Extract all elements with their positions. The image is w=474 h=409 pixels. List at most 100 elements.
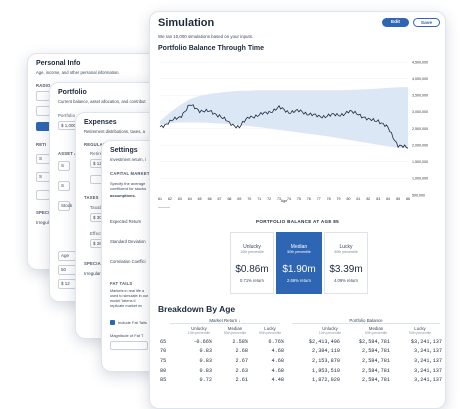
- x-tick-label: 72: [267, 197, 271, 201]
- x-tick-label: 67: [218, 197, 222, 201]
- lucky-value: $3.39m: [329, 264, 363, 275]
- median-label: Median: [290, 244, 308, 250]
- edit-button[interactable]: Edit: [382, 18, 409, 27]
- balance-cell: $2,584,781: [358, 338, 390, 345]
- x-tick-label: 83: [376, 197, 380, 201]
- allocation-field-2[interactable]: S: [58, 181, 70, 191]
- retire-label: Retire: [90, 151, 103, 156]
- col-lucky-balance: Lucky 90th percentile: [408, 326, 432, 335]
- col-median-balance: Median 50th percentile: [364, 326, 388, 335]
- capital-market-body: Specify the average coefficient for stoc…: [110, 181, 147, 191]
- return-cell: 6.76%: [268, 338, 284, 345]
- balance-cell: 3,241,137: [413, 377, 442, 384]
- x-tick-label: 71: [257, 197, 261, 201]
- breakdown-table: 65 -0.66% 2.58% 6.76% $2,413,406 $2,584,…: [156, 337, 442, 385]
- return-cell: 0.72: [199, 377, 212, 384]
- y-tick-label: 1,000,000: [412, 177, 428, 181]
- x-tick-label: 81: [356, 197, 360, 201]
- retirement-label: RETI: [36, 142, 47, 147]
- irregular-label: Irregular: [36, 220, 53, 225]
- retirement-field[interactable]: S: [36, 154, 50, 164]
- age-field[interactable]: [36, 106, 50, 116]
- age-cell: 85: [160, 377, 167, 384]
- magnitude-field[interactable]: [110, 341, 148, 350]
- save-button[interactable]: Save: [413, 18, 440, 27]
- unlucky-card: Unlucky 10th percentile $0.86m 0.71% ret…: [230, 232, 274, 294]
- assumptions-text: assumptions.: [110, 193, 136, 198]
- return-cell: 2.61: [235, 377, 248, 384]
- age-cell: 80: [160, 367, 167, 374]
- fat-tails-checkbox[interactable]: [110, 320, 115, 325]
- return-cell: 4.68: [271, 348, 284, 355]
- stock-field[interactable]: Stock: [58, 201, 72, 211]
- balance-cell: $2,413,406: [308, 338, 340, 345]
- portfolio-title: Portfolio: [58, 89, 87, 96]
- unlucky-value: $0.86m: [235, 264, 269, 275]
- taxes-label: TAXES: [84, 195, 99, 200]
- regular-label: REGULAR: [84, 142, 107, 147]
- market-return-header[interactable]: Market Return ↓: [170, 318, 280, 324]
- y-tick-label: 500,000: [412, 193, 425, 197]
- lucky-sub: 90th percentile: [334, 250, 358, 254]
- x-tick-label: 79: [337, 197, 341, 201]
- unlucky-return: 0.71% return: [240, 278, 264, 283]
- pct-header: PORTFOLIO BALANCE AT AGE 85: [256, 219, 339, 224]
- y-ticks: 4,500,000 4,000,000 3,500,000 3,000,000 2,50…: [412, 60, 428, 197]
- balance-cell: 1,872,020: [311, 377, 340, 384]
- col-lucky-return: Lucky 90th percentile: [258, 326, 282, 335]
- taxable-label: Taxable: [90, 205, 106, 210]
- standard-deviation-label: Standard Deviation: [110, 239, 146, 244]
- chart-scroll-handle[interactable]: [158, 203, 170, 208]
- balance-cell: 1,953,510: [311, 367, 340, 374]
- x-tick-label: 85: [396, 197, 400, 201]
- return-cell: 0.83: [199, 348, 212, 355]
- simulation-card[interactable]: Simulation We ran 10,000 simulations bas…: [149, 11, 446, 409]
- retirement-field-2[interactable]: S: [36, 172, 50, 182]
- personal-info-subtitle: Age, income, and other personal informat…: [36, 70, 120, 75]
- chart-band: [160, 86, 408, 149]
- balance-cell: 2,584,781: [361, 367, 390, 374]
- balance-cell: 2,584,781: [361, 348, 390, 355]
- chart-line: [159, 104, 409, 149]
- x-tick-label: 68: [227, 197, 231, 201]
- portfolio-age-field[interactable]: Age: [58, 251, 76, 261]
- unlucky-label: Unlucky: [243, 244, 261, 250]
- x-tick-label: 86: [406, 197, 410, 201]
- expenses-title: Expenses: [84, 119, 117, 126]
- y-tick-label: 4,000,000: [412, 77, 428, 81]
- y-tick-label: 3,000,000: [412, 110, 428, 114]
- y-tick-label: 1,500,000: [412, 160, 428, 164]
- asset-allocation-label: ASSET ALL: [58, 151, 83, 156]
- radio-field[interactable]: [36, 91, 50, 101]
- return-cell: 2.63: [235, 367, 248, 374]
- table-row: 65 -0.66% 2.58% 6.76% $2,413,406 $2,584,…: [156, 337, 442, 347]
- x-tick-label: 73: [277, 197, 281, 201]
- age-input[interactable]: [36, 190, 50, 200]
- y-tick-label: 4,500,000: [412, 60, 428, 64]
- contribution-field[interactable]: $ 12: [58, 279, 76, 289]
- allocation-field[interactable]: S: [58, 161, 70, 171]
- radio-label: RADIO: [36, 83, 51, 88]
- simulation-subtitle: We ran 10,000 simulations based on your …: [158, 34, 254, 39]
- personal-action-button[interactable]: [36, 122, 50, 131]
- portfolio-field-label: Portfolio: [58, 113, 76, 118]
- return-cell: 4.68: [271, 367, 284, 374]
- special-label: SPECI: [36, 210, 50, 215]
- lucky-return: 4.09% return: [334, 278, 358, 283]
- balance-cell: $3,241,137: [410, 338, 442, 345]
- effective-label: Effective: [90, 231, 108, 236]
- return-cell: 0.83: [199, 357, 212, 364]
- col-median-return: Median 50th percentile: [223, 326, 247, 335]
- col-unlucky-balance: Unlucky 10th percentile: [318, 326, 342, 335]
- irregular-expenses-label: Irregular: [84, 271, 101, 276]
- return-cell: 2.67: [235, 357, 248, 364]
- portfolio-age-value[interactable]: 50: [58, 265, 76, 275]
- median-return: 2.66% return: [287, 278, 311, 283]
- unlucky-sub: 10th percentile: [240, 250, 264, 254]
- portfolio-subtitle: Current balance, asset allocation, and c…: [58, 99, 146, 104]
- balance-cell: 2,384,110: [311, 348, 340, 355]
- x-axis-label: Age: [281, 199, 287, 203]
- sample-path-line: [159, 104, 409, 149]
- x-tick-label: 64: [188, 197, 192, 201]
- y-tick-label: 3,500,000: [412, 94, 428, 98]
